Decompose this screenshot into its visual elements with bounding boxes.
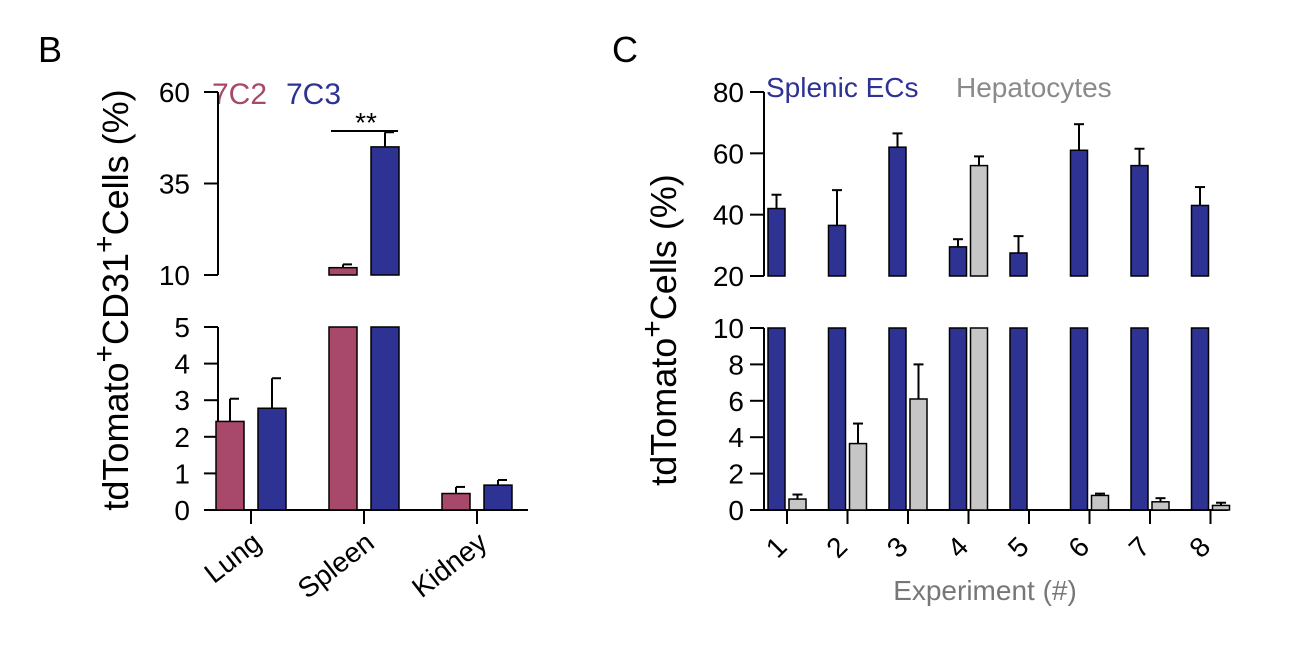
y-tick-label-c: 2 <box>728 459 744 490</box>
bar-c <box>1190 327 1210 511</box>
x-tick-label-c: 7 <box>1123 531 1156 564</box>
bar-b <box>370 326 400 511</box>
bar-c <box>1090 494 1110 511</box>
bar-c <box>1069 149 1089 277</box>
y-tick-label-c: 80 <box>713 77 744 108</box>
x-tick-label-c: 5 <box>1002 531 1035 564</box>
bar-c <box>1069 327 1089 511</box>
bar-c <box>1151 501 1170 511</box>
bar-c <box>827 327 847 511</box>
y-tick-label-c: 10 <box>713 313 744 344</box>
bar-c <box>788 498 807 511</box>
bar-c <box>848 442 868 511</box>
x-tick-label-b: Lung <box>199 526 267 589</box>
x-tick-label-c: 4 <box>941 531 974 564</box>
svg-text:tdTomato+CD31+Cells (%): tdTomato+CD31+Cells (%) <box>88 89 136 510</box>
x-tick-label-c: 1 <box>760 531 793 564</box>
bar-c <box>767 207 786 277</box>
x-tick-label-c: 3 <box>881 531 914 564</box>
bar-c <box>1130 164 1149 277</box>
bar-c <box>1190 204 1210 277</box>
legend-label-hepatocytes: Hepatocytes <box>956 72 1112 103</box>
bar-c <box>969 164 989 277</box>
legend-label-splenic-ecs: Splenic ECs <box>766 72 919 103</box>
x-axis-label-c: Experiment (#) <box>893 575 1077 606</box>
bar-c <box>1211 504 1231 511</box>
y-tick-label-b: 2 <box>174 422 190 453</box>
bar-c <box>888 146 907 277</box>
y-tick-label-c: 0 <box>728 495 744 526</box>
bar-c <box>767 327 786 511</box>
y-tick-label-c: 20 <box>713 261 744 292</box>
bar-c <box>1009 252 1028 277</box>
bar-c <box>909 398 928 511</box>
x-tick-label-c: 6 <box>1062 531 1095 564</box>
bar-b <box>370 146 400 276</box>
bar-c <box>827 224 847 277</box>
y-tick-label-b: 35 <box>159 169 190 200</box>
x-tick-label-c: 2 <box>820 531 853 564</box>
y-axis-label-b: tdTomato+CD31+Cells (%) <box>88 89 136 510</box>
panel-label-c: C <box>612 29 638 70</box>
y-tick-label-b: 60 <box>159 77 190 108</box>
y-tick-label-b: 4 <box>174 349 190 380</box>
chart-panel-b: 7C2 7C3 tdTomato+CD31+Cells (%) 0 1 2 3 4 5 10… <box>88 77 528 604</box>
y-tick-label-c: 60 <box>713 138 744 169</box>
bar-c <box>969 327 989 511</box>
bar-b <box>257 407 287 511</box>
y-axis-label-c: tdTomato+Cells (%) <box>636 174 684 486</box>
x-tick-label-b: Spleen <box>292 526 380 604</box>
panel-label-b: B <box>38 29 62 70</box>
bar-c <box>1130 327 1149 511</box>
bar-b <box>328 266 358 276</box>
y-tick-label-b: 1 <box>174 458 190 489</box>
bar-c <box>888 327 907 511</box>
significance-label-b: ** <box>355 107 377 138</box>
x-tick-label-b: Kidney <box>406 526 493 603</box>
x-tick-label-c: 8 <box>1183 531 1216 564</box>
y-tick-label-c: 40 <box>713 200 744 231</box>
bar-c <box>948 327 968 511</box>
legend-label-7c2: 7C2 <box>212 78 267 111</box>
bar-b <box>215 420 245 511</box>
bar-c <box>948 246 968 277</box>
chart-panel-c: Splenic ECs Hepatocytes tdTomato+Cells (… <box>636 72 1231 606</box>
y-tick-label-b: 0 <box>174 495 190 526</box>
bar-b <box>483 484 513 511</box>
bar-b <box>441 492 471 511</box>
y-tick-label-c: 4 <box>728 422 744 453</box>
y-tick-label-b: 5 <box>174 312 190 343</box>
y-tick-label-c: 8 <box>728 349 744 380</box>
bar-c <box>1009 327 1028 511</box>
y-tick-label-c: 6 <box>728 386 744 417</box>
y-tick-label-b: 10 <box>159 260 190 291</box>
legend-label-7c3: 7C3 <box>286 78 341 111</box>
y-tick-label-b: 3 <box>174 385 190 416</box>
bar-b <box>328 326 358 511</box>
svg-text:tdTomato+Cells (%): tdTomato+Cells (%) <box>636 174 684 486</box>
